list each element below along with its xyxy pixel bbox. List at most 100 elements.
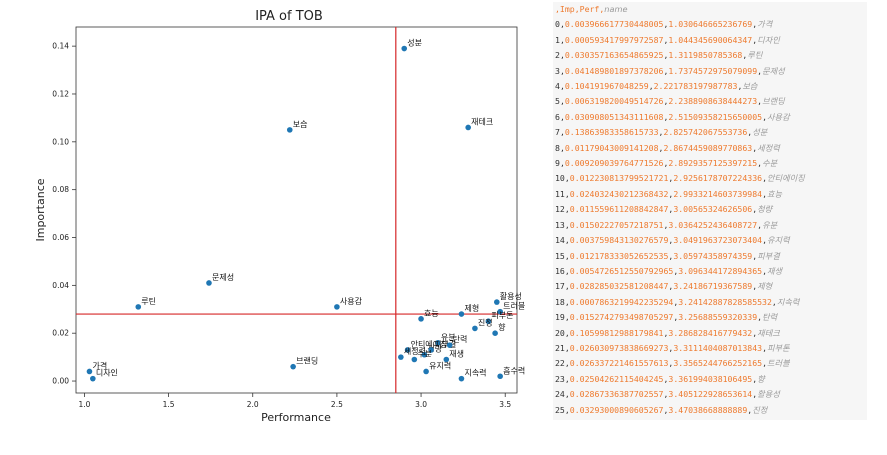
scatter-point bbox=[411, 356, 418, 363]
csv-separator: , bbox=[762, 265, 767, 276]
point-label: 진정 bbox=[478, 317, 493, 327]
csv-row-imp: 0.0054726512550792965 bbox=[569, 265, 674, 276]
csv-row-name: 재테크 bbox=[757, 327, 780, 338]
csv-row-imp: 0.0007863219942235294 bbox=[569, 296, 674, 307]
csv-row-perf: 2.51509358215650005 bbox=[668, 111, 763, 122]
chart-svg: IPA of TOB 1.0 1.5 2.0 2.5 3.0 3.5 0.00 0.02 0.0… bbox=[34, 9, 525, 424]
csv-separator: , bbox=[663, 111, 669, 122]
csv-header-name: name bbox=[604, 4, 628, 14]
csv-row: 5,0.006319820049514726,2.238890863844427… bbox=[553, 94, 867, 109]
csv-row-imp: 0.012178333052652535 bbox=[569, 250, 669, 261]
csv-row-name: 세정력 bbox=[757, 142, 780, 153]
point-label: 가격 bbox=[92, 360, 107, 370]
y-tick-label: 0.12 bbox=[52, 89, 69, 98]
csv-row: 4,0.104191967048259,2.221783197987783,보습 bbox=[553, 79, 867, 94]
csv-row-name: 가격 bbox=[757, 19, 773, 30]
chart-title: IPA of TOB bbox=[255, 9, 323, 24]
x-tick-label: 3.5 bbox=[499, 400, 511, 409]
csv-row-imp: 0.026337221461557613 bbox=[569, 358, 669, 369]
csv-row-name: 활용성 bbox=[757, 389, 780, 400]
csv-separator: , bbox=[752, 204, 758, 215]
csv-row-imp: 0.01502227057218751 bbox=[569, 219, 664, 230]
csv-separator: , bbox=[668, 358, 674, 369]
point-label: 루틴 bbox=[141, 296, 156, 306]
csv-row: 0,0.003966617730448005,1.030646665236769… bbox=[553, 17, 867, 32]
csv-row-imp: 0.104191967048259 bbox=[564, 81, 649, 92]
csv-separator: , bbox=[559, 19, 565, 30]
csv-row-perf: 3.3111404087013843 bbox=[673, 342, 763, 353]
scatter-point bbox=[286, 127, 293, 133]
csv-row-index: 18 bbox=[555, 296, 565, 307]
csv-row-name: 향 bbox=[757, 373, 765, 384]
csv-separator: , bbox=[668, 250, 674, 261]
scatter-point bbox=[421, 351, 428, 358]
csv-separator: , bbox=[757, 158, 763, 169]
csv-header: ,Imp,Perf,name bbox=[553, 2, 867, 17]
csv-row-perf: 1.030646665236769 bbox=[668, 19, 753, 30]
csv-row: 19,0.0152742793498705297,3.2568855932033… bbox=[553, 310, 867, 325]
csv-row-imp: 0.028285032581208447 bbox=[569, 281, 669, 292]
csv-separator: , bbox=[663, 34, 669, 45]
csv-row-perf: 2.2388908638444273 bbox=[668, 96, 758, 107]
csv-row-index: 22 bbox=[555, 358, 565, 369]
point-label: 지속력 bbox=[464, 368, 486, 378]
scatter-point bbox=[497, 308, 503, 315]
csv-row-perf: 2.8674459089770863 bbox=[663, 142, 753, 153]
x-tick-label: 1.5 bbox=[163, 400, 175, 409]
csv-row: 26,0.0012677326258928483,3.4711431742508… bbox=[553, 418, 867, 421]
scatter-point bbox=[418, 316, 424, 322]
csv-row-index: 4 bbox=[555, 81, 560, 92]
csv-row-name: 청량 bbox=[757, 204, 773, 215]
csv-row: 2,0.030357163654865925,1.3119850785368,루… bbox=[553, 48, 867, 63]
y-tick-label: 0.04 bbox=[52, 281, 69, 290]
point-label: 활용성 bbox=[500, 291, 522, 301]
point-label: 유지력 bbox=[429, 360, 451, 370]
point-label: 청량 bbox=[427, 344, 442, 354]
csv-row: 9,0.009209039764771526,2.892935712539721… bbox=[553, 156, 867, 171]
csv-row-imp: 0.10599812988179841 bbox=[569, 327, 664, 338]
csv-row-index: 16 bbox=[555, 265, 565, 276]
csv-separator: , bbox=[564, 358, 570, 369]
point-label: 흡수력 bbox=[503, 365, 525, 375]
csv-separator: , bbox=[559, 81, 565, 92]
csv-row-name: 문제성 bbox=[762, 65, 785, 76]
csv-row-perf: 3.05974358974359 bbox=[673, 250, 753, 261]
csv-row-index: 25 bbox=[555, 404, 565, 415]
csv-separator: , bbox=[668, 235, 674, 246]
csv-row-imp: 0.01179043009141208 bbox=[564, 142, 659, 153]
csv-row-name: 탄력 bbox=[762, 312, 778, 323]
csv-separator: , bbox=[752, 142, 758, 153]
csv-row: 6,0.030908051343111608,2.515093582156500… bbox=[553, 110, 867, 125]
scatter-point bbox=[497, 373, 503, 380]
scatter-point bbox=[334, 304, 340, 310]
csv-row-perf: 3.47038668888889 bbox=[668, 404, 748, 415]
y-tick-label: 0.10 bbox=[52, 137, 69, 146]
y-axis-label: Importance bbox=[34, 178, 47, 241]
csv-separator: , bbox=[668, 173, 674, 184]
csv-row-index: 5 bbox=[555, 96, 560, 107]
csv-row-index: 17 bbox=[555, 281, 565, 292]
csv-row-imp: 0.012230813799521721 bbox=[569, 173, 669, 184]
csv-separator: , bbox=[559, 111, 565, 122]
csv-row-name: 안티에이징 bbox=[767, 173, 805, 184]
scatter-point bbox=[465, 124, 471, 131]
csv-row-index: 8 bbox=[555, 142, 560, 153]
reference-lines bbox=[76, 27, 517, 393]
csv-row-perf: 3.00565324626506 bbox=[673, 204, 753, 215]
csv-row: 8,0.01179043009141208,2.8674459089770863… bbox=[553, 141, 867, 156]
point-label: 보습 bbox=[293, 120, 308, 129]
csv-row: 17,0.028285032581208447,3.24186719367589… bbox=[553, 279, 867, 294]
csv-row-index: 7 bbox=[555, 127, 560, 138]
csv-row: 15,0.012178333052652535,3.05974358974359… bbox=[553, 249, 867, 264]
csv-separator: , bbox=[648, 81, 654, 92]
csv-separator: , bbox=[663, 389, 669, 400]
point-label: 트러블 bbox=[503, 301, 525, 311]
y-tick-label: 0.02 bbox=[52, 329, 69, 338]
csv-separator: , bbox=[564, 296, 570, 307]
point-label: 피부결 bbox=[434, 339, 456, 349]
csv-row-imp: 0.009209039764771526 bbox=[564, 158, 664, 169]
csv-row-imp: 0.02504262115404245 bbox=[569, 373, 664, 384]
csv-separator: , bbox=[564, 404, 570, 415]
csv-row-index: 14 bbox=[555, 235, 565, 246]
csv-row-imp: 0.011559611208842847 bbox=[569, 204, 669, 215]
